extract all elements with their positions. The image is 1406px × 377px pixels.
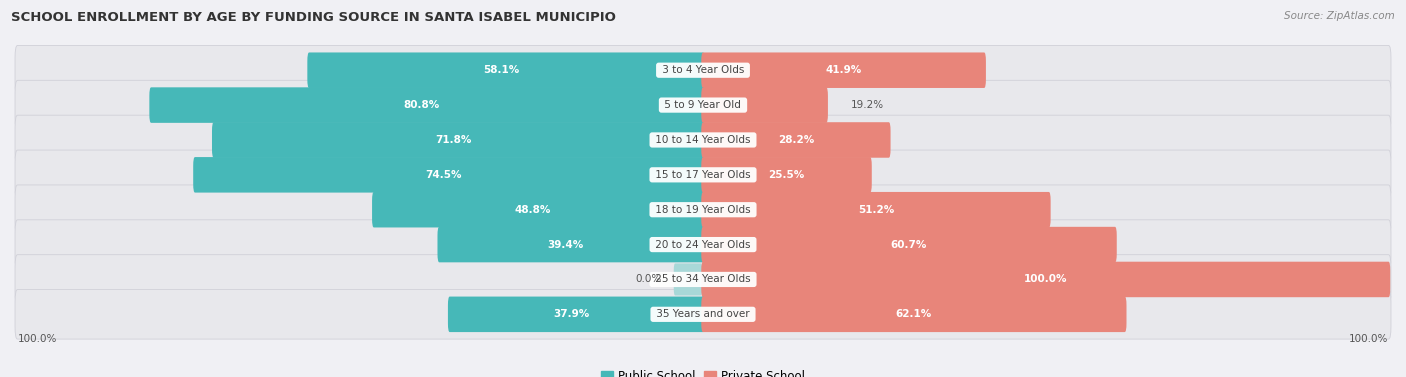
FancyBboxPatch shape (15, 46, 1391, 95)
Text: 28.2%: 28.2% (778, 135, 814, 145)
FancyBboxPatch shape (15, 290, 1391, 339)
FancyBboxPatch shape (702, 52, 986, 88)
Text: 60.7%: 60.7% (891, 239, 927, 250)
Text: 3 to 4 Year Olds: 3 to 4 Year Olds (658, 65, 748, 75)
Text: 5 to 9 Year Old: 5 to 9 Year Old (661, 100, 745, 110)
FancyBboxPatch shape (437, 227, 704, 262)
FancyBboxPatch shape (702, 262, 1391, 297)
FancyBboxPatch shape (212, 122, 704, 158)
FancyBboxPatch shape (702, 192, 1050, 227)
FancyBboxPatch shape (702, 227, 1116, 262)
Text: 100.0%: 100.0% (17, 334, 56, 343)
FancyBboxPatch shape (702, 297, 1126, 332)
Text: 80.8%: 80.8% (404, 100, 440, 110)
Text: 25 to 34 Year Olds: 25 to 34 Year Olds (652, 274, 754, 285)
FancyBboxPatch shape (702, 157, 872, 193)
Text: 74.5%: 74.5% (426, 170, 463, 180)
FancyBboxPatch shape (15, 150, 1391, 199)
FancyBboxPatch shape (449, 297, 704, 332)
FancyBboxPatch shape (15, 220, 1391, 269)
Text: 48.8%: 48.8% (515, 205, 551, 215)
FancyBboxPatch shape (15, 185, 1391, 234)
Text: 58.1%: 58.1% (482, 65, 519, 75)
Text: 20 to 24 Year Olds: 20 to 24 Year Olds (652, 239, 754, 250)
FancyBboxPatch shape (702, 87, 828, 123)
Text: 62.1%: 62.1% (896, 309, 932, 319)
Text: 35 Years and over: 35 Years and over (652, 309, 754, 319)
FancyBboxPatch shape (149, 87, 704, 123)
Text: 37.9%: 37.9% (553, 309, 589, 319)
FancyBboxPatch shape (193, 157, 704, 193)
Text: 0.0%: 0.0% (636, 274, 661, 285)
Text: 51.2%: 51.2% (858, 205, 894, 215)
FancyBboxPatch shape (15, 255, 1391, 304)
Text: Source: ZipAtlas.com: Source: ZipAtlas.com (1284, 11, 1395, 21)
FancyBboxPatch shape (373, 192, 704, 227)
Text: SCHOOL ENROLLMENT BY AGE BY FUNDING SOURCE IN SANTA ISABEL MUNICIPIO: SCHOOL ENROLLMENT BY AGE BY FUNDING SOUR… (11, 11, 616, 24)
Text: 19.2%: 19.2% (851, 100, 883, 110)
Legend: Public School, Private School: Public School, Private School (596, 366, 810, 377)
FancyBboxPatch shape (702, 122, 890, 158)
Text: 100.0%: 100.0% (1350, 334, 1389, 343)
FancyBboxPatch shape (15, 80, 1391, 130)
FancyBboxPatch shape (308, 52, 704, 88)
FancyBboxPatch shape (673, 264, 703, 296)
Text: 39.4%: 39.4% (548, 239, 583, 250)
Text: 15 to 17 Year Olds: 15 to 17 Year Olds (652, 170, 754, 180)
Text: 25.5%: 25.5% (769, 170, 804, 180)
Text: 41.9%: 41.9% (825, 65, 862, 75)
FancyBboxPatch shape (15, 115, 1391, 165)
Text: 10 to 14 Year Olds: 10 to 14 Year Olds (652, 135, 754, 145)
Text: 100.0%: 100.0% (1024, 274, 1067, 285)
Text: 71.8%: 71.8% (434, 135, 471, 145)
Text: 18 to 19 Year Olds: 18 to 19 Year Olds (652, 205, 754, 215)
